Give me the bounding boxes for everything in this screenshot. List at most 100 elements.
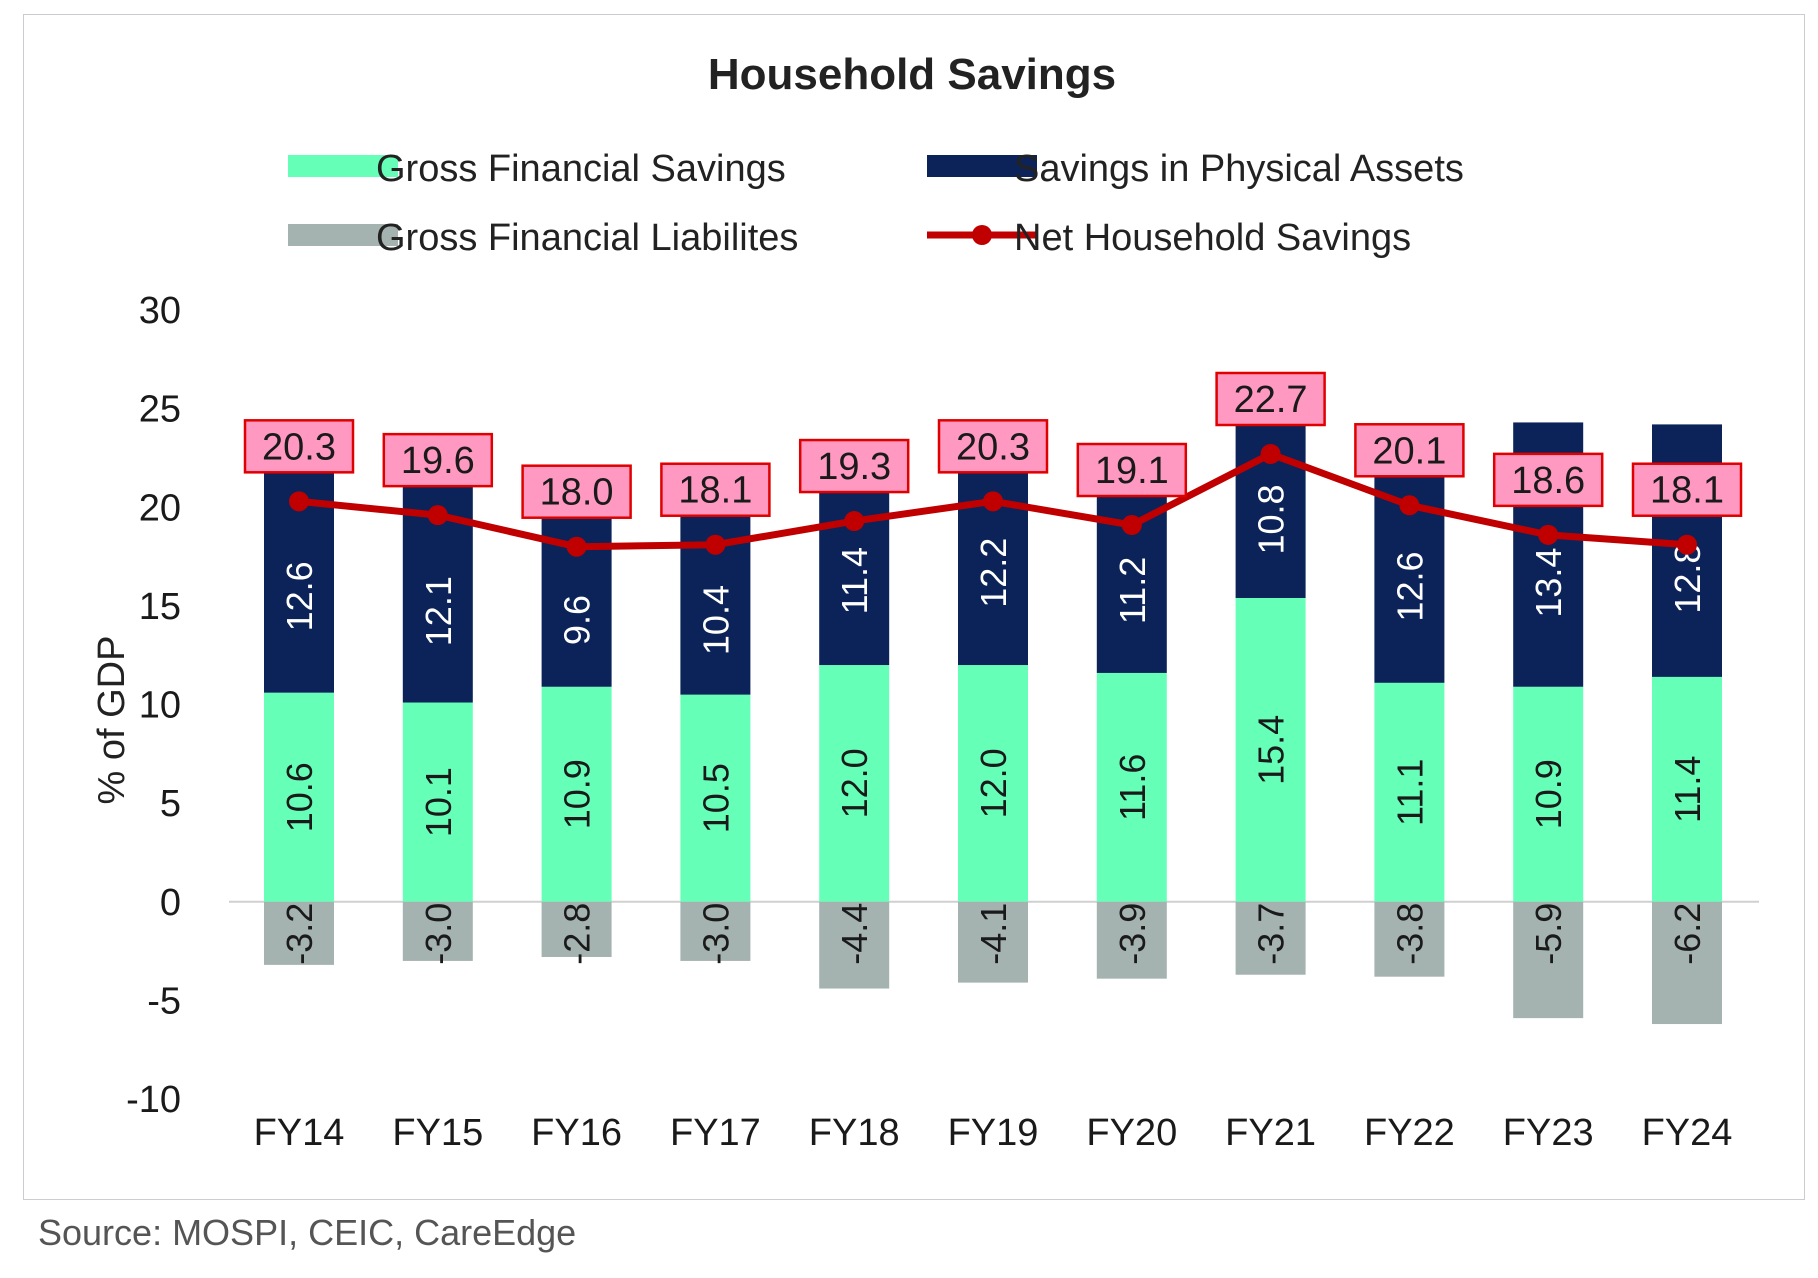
data-label-gross-financial-savings: 15.4 (1251, 715, 1292, 785)
legend-swatch-gross-financial-savings (288, 155, 398, 177)
x-tick-label: FY15 (392, 1112, 483, 1154)
data-label-liabilities: -6.2 (1667, 903, 1708, 965)
data-label-liabilities: -4.1 (973, 903, 1014, 965)
data-label-physical-assets: 13.4 (1528, 548, 1569, 618)
net-savings-label-text: 18.6 (1511, 460, 1585, 502)
data-label-liabilities: -5.9 (1528, 903, 1569, 965)
bar-gross-financial-savings (264, 692, 334, 902)
net-savings-marker (1260, 443, 1281, 464)
bar-physical-assets (680, 489, 751, 695)
legend-swatch-liabilities (288, 224, 398, 246)
data-label-physical-assets: 10.4 (695, 585, 736, 655)
legend-item-net-savings: Net Household Savings (927, 217, 1411, 259)
net-savings-marker (1677, 534, 1697, 555)
bar-gross-financial-savings (402, 702, 473, 902)
legend-item-liabilities: Gross Financial Liabilites (288, 217, 798, 259)
data-label-physical-assets: 11.4 (834, 547, 875, 614)
net-savings-label-text: 20.1 (1372, 430, 1446, 472)
bars (264, 384, 1722, 1025)
bar-physical-assets (264, 444, 334, 693)
x-tick-label: FY20 (1086, 1112, 1177, 1154)
bar-physical-assets (402, 463, 473, 703)
net-savings-label-box (1076, 442, 1188, 498)
bar-gross-financial-savings (1374, 682, 1445, 902)
y-tick-label: 20 (139, 487, 181, 529)
x-tick-label: FY18 (809, 1112, 900, 1154)
net-savings-label-text: 18.0 (540, 472, 614, 514)
data-label-liabilities: -3.2 (279, 903, 320, 965)
bar-gross-financial-savings (541, 686, 612, 902)
bar-liabilities (1513, 901, 1584, 1019)
y-axis-title: % of GDP (91, 636, 133, 805)
net-savings-label-text: 18.1 (1650, 470, 1724, 512)
y-tick-label: -10 (126, 1079, 181, 1121)
x-tick-label: FY21 (1225, 1112, 1316, 1154)
net-savings-label-text: 22.7 (1234, 379, 1308, 421)
net-savings-label-box (1492, 452, 1604, 508)
bar-liabilities (541, 901, 612, 957)
bar-gross-financial-savings (1096, 672, 1167, 902)
bar-liabilities (819, 901, 890, 989)
net-savings-label: 20.3 (243, 419, 355, 474)
data-label-gross-financial-savings: 11.4 (1667, 756, 1708, 823)
data-label-physical-assets: 12.6 (1389, 551, 1430, 621)
data-label-liabilities: -3.7 (1251, 903, 1292, 965)
y-tick-label: 5 (160, 783, 181, 825)
data-label-liabilities: -3.8 (1389, 903, 1430, 965)
bar-liabilities (680, 901, 751, 961)
data-label-physical-assets: 10.8 (1251, 484, 1292, 554)
bar-liabilities (1652, 901, 1722, 1025)
data-label-gross-financial-savings: 10.5 (695, 763, 736, 833)
data-label-gross-financial-savings: 10.9 (1528, 759, 1569, 829)
data-label-gross-financial-savings: 10.6 (279, 762, 320, 832)
bar-gross-financial-savings (958, 665, 1028, 902)
data-label-liabilities: -3.0 (418, 903, 459, 965)
x-tick-label: FY22 (1364, 1112, 1455, 1154)
bar-liabilities (1374, 901, 1445, 977)
net-savings-label: 20.3 (937, 419, 1049, 474)
legend-label-physical-assets: Savings in Physical Assets (1014, 148, 1464, 190)
data-label-gross-financial-savings: 11.6 (1112, 754, 1153, 821)
bar-liabilities (264, 901, 334, 965)
x-tick-label: FY23 (1503, 1112, 1594, 1154)
data-label-gross-financial-savings: 10.1 (418, 767, 459, 837)
data-label-physical-assets: 12.1 (418, 576, 459, 646)
chart-frame: Household Savings Gross Financial Saving… (23, 14, 1805, 1200)
net-savings-label-text: 19.3 (817, 446, 891, 488)
net-savings-line (289, 443, 1697, 557)
bar-liabilities (1096, 901, 1167, 979)
data-label-liabilities: -2.8 (557, 903, 598, 965)
net-savings-label-text: 20.3 (262, 426, 336, 468)
net-savings-label-box (937, 419, 1049, 474)
net-savings-marker (844, 511, 865, 532)
data-label-physical-assets: 9.6 (557, 595, 598, 645)
net-savings-label: 18.1 (660, 462, 771, 517)
chart-title: Household Savings (708, 50, 1116, 99)
x-tick-label: FY24 (1642, 1112, 1733, 1154)
y-axis-ticks: 30 25 20 15 10 5 0 -5 -10 (126, 290, 181, 1121)
legend-item-gross-financial-savings: Gross Financial Savings (288, 148, 786, 190)
net-savings-label-text: 18.1 (678, 470, 752, 512)
household-savings-chart: Household Savings Gross Financial Saving… (91, 50, 1759, 1154)
data-label-liabilities: -3.0 (695, 903, 736, 965)
net-savings-labels: 20.3 19.6 18.0 18.1 19.3 20.3 19.1 22.7 20.1 18.6… (243, 371, 1743, 519)
net-savings-label-text: 19.6 (401, 440, 475, 482)
data-label-liabilities: -4.4 (834, 903, 875, 965)
net-savings-label-box (1215, 371, 1326, 427)
net-savings-label: 19.1 (1076, 442, 1188, 498)
data-label-physical-assets: 12.6 (279, 561, 320, 631)
x-axis-ticks: FY14 FY15 FY16 FY17 FY18 FY19 FY20 FY21 FY22 FY23… (254, 1112, 1733, 1154)
bar-gross-financial-savings (1513, 686, 1584, 902)
x-tick-label: FY16 (531, 1112, 622, 1154)
y-tick-label: 30 (139, 290, 181, 332)
bar-liabilities (1235, 901, 1306, 975)
net-savings-label: 19.3 (798, 438, 910, 494)
data-label-gross-financial-savings: 12.0 (834, 748, 875, 818)
x-tick-label: FY14 (254, 1112, 345, 1154)
data-label-gross-financial-savings: 12.0 (973, 748, 1014, 818)
bar-gross-financial-savings (1652, 676, 1722, 902)
x-tick-label: FY19 (948, 1112, 1039, 1154)
net-savings-label: 18.0 (521, 464, 632, 519)
x-tick-label: FY17 (670, 1112, 761, 1154)
data-label-liabilities: -3.9 (1112, 903, 1153, 965)
